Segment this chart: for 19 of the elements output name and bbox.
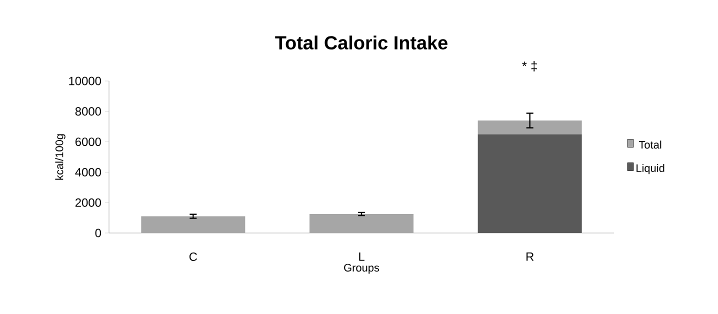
- y-tick-label: 10000: [69, 76, 102, 86]
- y-tick-label: 2000: [75, 198, 102, 207]
- y-tick-label: 8000: [75, 107, 102, 116]
- bar: [478, 120, 582, 134]
- chart-title: Total Caloric Intake: [275, 36, 448, 50]
- y-axis-title: kcal/100g: [55, 134, 66, 180]
- x-axis-title: Groups: [344, 264, 380, 274]
- y-tick-label: 0: [95, 228, 102, 238]
- legend-label: Total: [638, 140, 662, 149]
- y-tick-label: 6000: [75, 138, 102, 146]
- text: * ‡: [522, 61, 537, 72]
- legend-label: Liquid: [636, 164, 664, 174]
- x-tick-label: R: [526, 252, 534, 261]
- x-tick-label: C: [189, 252, 198, 261]
- bar: [478, 134, 582, 233]
- bar: [141, 216, 246, 233]
- y-tick-label: 4000: [75, 168, 102, 176]
- x-tick-label: L: [359, 252, 364, 261]
- bar: [310, 214, 414, 233]
